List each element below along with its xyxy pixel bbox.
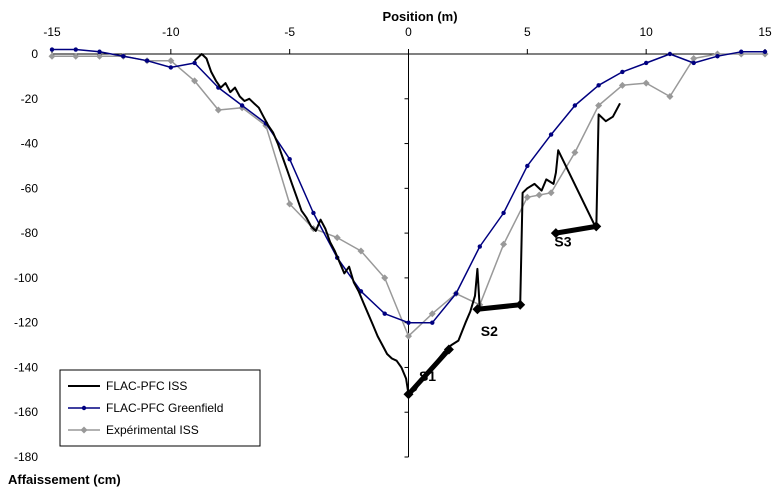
point-experimental	[428, 310, 436, 318]
point-experimental	[48, 52, 56, 60]
point-greenfield	[453, 291, 459, 296]
y-tick-label: -180	[14, 450, 38, 464]
x-tick-label: -5	[284, 25, 295, 39]
point-greenfield	[667, 51, 673, 57]
y-axis-title: Affaissement (cm)	[8, 472, 121, 487]
axes: -15 -10 -5 0 5 10 15 0 -20 -40 -60 -80 -100 -120 -140 -…	[14, 25, 772, 464]
y-tick-label: -40	[21, 137, 39, 151]
point-experimental	[523, 193, 531, 201]
point-experimental	[666, 93, 674, 101]
annotation-label: S1	[419, 368, 436, 384]
point-greenfield	[287, 157, 292, 162]
point-greenfield	[49, 47, 55, 52]
point-greenfield	[477, 244, 482, 249]
annotation-label: S3	[554, 234, 571, 250]
x-tick-label: -15	[43, 25, 61, 39]
point-greenfield	[739, 49, 744, 54]
x-tick-label: -10	[162, 25, 180, 39]
point-greenfield	[311, 210, 316, 216]
point-greenfield	[691, 60, 696, 66]
point-experimental	[595, 101, 603, 109]
y-tick-label: -140	[14, 360, 38, 374]
point-greenfield	[73, 47, 78, 52]
point-experimental	[357, 247, 365, 255]
segment-end-marker	[472, 304, 483, 315]
y-tick-label: -60	[21, 181, 39, 195]
series-line-2	[52, 53, 765, 337]
legend-label: Expérimental ISS	[106, 423, 199, 437]
point-experimental	[214, 106, 222, 114]
point-experimental	[333, 234, 341, 242]
point-greenfield	[525, 163, 530, 169]
point-experimental	[500, 240, 508, 248]
series-line-0	[193, 53, 621, 396]
point-greenfield	[382, 311, 387, 316]
segment-end-marker	[403, 389, 414, 400]
point-experimental	[571, 149, 579, 157]
annotation-layer: S1 S2 S3	[403, 221, 602, 400]
x-tick-label: 10	[639, 25, 653, 39]
x-tick-label: 15	[758, 25, 772, 39]
segment-end-marker	[443, 344, 454, 355]
y-tick-label: 0	[31, 47, 38, 61]
point-greenfield	[168, 65, 174, 70]
point-experimental	[535, 191, 543, 199]
point-experimental	[72, 52, 80, 60]
point-experimental	[642, 79, 650, 87]
point-greenfield	[192, 60, 197, 66]
point-greenfield	[430, 320, 435, 325]
point-experimental	[381, 274, 389, 282]
point-greenfield	[501, 210, 506, 216]
point-experimental	[286, 200, 294, 208]
legend-swatch-marker	[81, 405, 87, 411]
point-experimental	[690, 54, 698, 62]
segment-end-marker	[515, 299, 526, 310]
point-experimental	[405, 332, 412, 340]
point-experimental	[618, 81, 626, 89]
point-greenfield	[121, 54, 126, 59]
point-greenfield	[97, 49, 102, 54]
point-greenfield	[239, 103, 245, 108]
x-tick-label: 5	[524, 25, 531, 39]
segment-end-marker	[550, 228, 561, 239]
point-greenfield	[596, 83, 601, 88]
thick-segment-1	[406, 347, 451, 396]
point-greenfield	[762, 49, 768, 54]
point-greenfield	[144, 58, 150, 63]
y-tick-label: -160	[14, 405, 38, 419]
point-greenfield	[548, 132, 554, 137]
segment-end-marker	[591, 221, 602, 232]
x-tick-label: 0	[405, 25, 412, 39]
y-tick-label: -80	[21, 226, 39, 240]
legend-label: FLAC-PFC Greenfield	[106, 401, 223, 415]
thick-segment-2	[477, 302, 521, 312]
point-experimental	[547, 189, 555, 197]
point-experimental	[167, 57, 175, 65]
point-experimental	[96, 52, 104, 60]
point-experimental	[191, 77, 199, 85]
point-greenfield	[620, 69, 625, 75]
point-greenfield	[715, 54, 720, 59]
point-greenfield	[406, 320, 411, 325]
annotation-label: S2	[481, 323, 498, 339]
legend-swatch-marker	[80, 426, 88, 434]
point-greenfield	[643, 60, 649, 66]
thick-segment-3	[555, 223, 597, 236]
y-tick-label: -120	[14, 316, 38, 330]
legend: FLAC-PFC ISS FLAC-PFC Greenfield Expérimen…	[59, 369, 261, 447]
point-greenfield	[572, 103, 578, 108]
legend-label: FLAC-PFC ISS	[106, 379, 187, 393]
y-tick-label: -100	[14, 271, 38, 285]
y-tick-label: -20	[21, 92, 39, 106]
x-axis-title: Position (m)	[382, 9, 457, 24]
